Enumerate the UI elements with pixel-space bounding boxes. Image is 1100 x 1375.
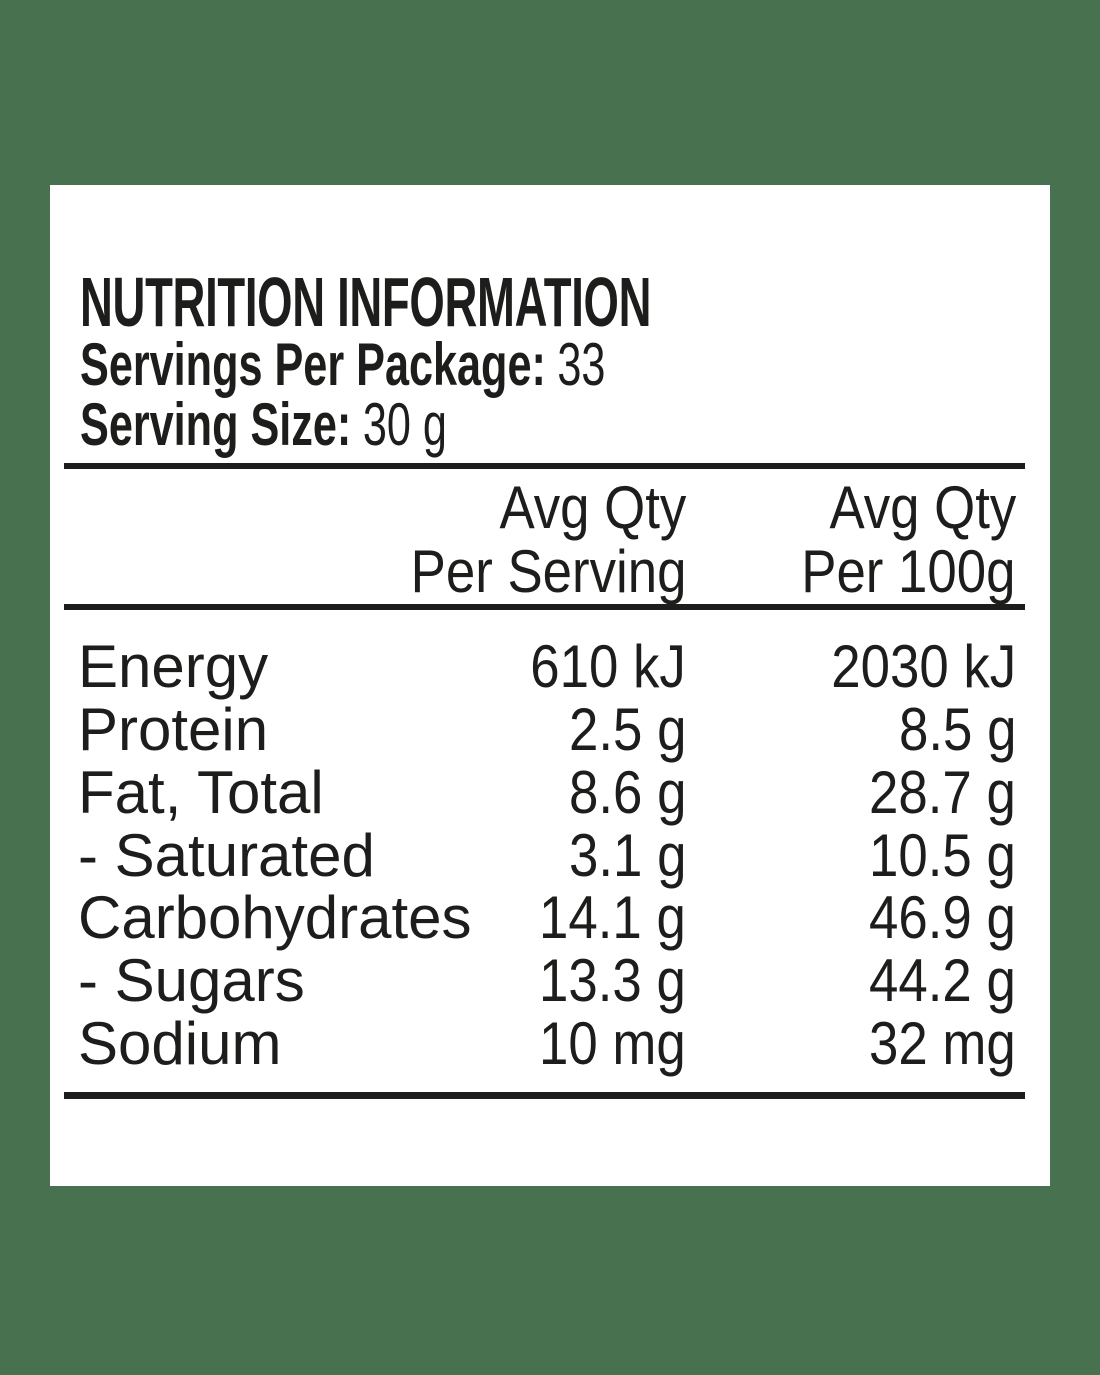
row-label: Carbohydrates [78, 884, 472, 951]
nutrition-panel: NUTRITION INFORMATION Servings Per Packa… [50, 185, 1050, 1186]
row-label: Energy [78, 633, 269, 700]
row-label: Sodium [78, 1010, 282, 1077]
col-header-per-serving-line2: Per Serving [410, 538, 686, 605]
row-per-serving-value: 3.1 g [568, 822, 686, 889]
row-label: Fat, Total [78, 759, 324, 826]
servings-per-package-label: Servings Per Package: [80, 331, 546, 398]
row-per-serving-value: 13.3 g [539, 947, 686, 1014]
panel-title: NUTRITION INFORMATION [80, 267, 959, 337]
row-per-serving-value: 14.1 g [539, 884, 686, 951]
row-per-100g-value: 10.5 g [869, 822, 1016, 889]
col-header-per-100g-line2: Per 100g [801, 538, 1016, 605]
serving-size-value: 30 g [362, 391, 447, 458]
col-header-per-100g-line1: Avg Qty [829, 474, 1016, 541]
serving-size-line: Serving Size: 30 g [80, 395, 590, 455]
row-label: Protein [78, 696, 269, 763]
row-per-100g-value: 28.7 g [869, 759, 1016, 826]
row-label: - Sugars [78, 947, 305, 1014]
row-per-100g-value: 2030 kJ [831, 633, 1016, 700]
col-header-per-serving-line1: Avg Qty [499, 474, 686, 541]
row-per-100g-value: 44.2 g [869, 947, 1016, 1014]
row-per-100g-value: 8.5 g [898, 696, 1016, 763]
row-per-100g-value: 46.9 g [869, 884, 1016, 951]
servings-per-package-line: Servings Per Package: 33 [80, 335, 810, 395]
divider-header [64, 604, 1025, 610]
row-per-serving-value: 8.6 g [568, 759, 686, 826]
divider-bottom [64, 1092, 1025, 1099]
row-per-serving-value: 10 mg [539, 1010, 686, 1077]
servings-per-package-value: 33 [557, 331, 606, 398]
panel-title-text: NUTRITION INFORMATION [80, 263, 652, 341]
divider-top [64, 463, 1025, 469]
row-label: - Saturated [78, 822, 375, 889]
row-per-serving-value: 2.5 g [568, 696, 686, 763]
row-per-serving-value: 610 kJ [530, 633, 686, 700]
serving-size-label: Serving Size: [80, 391, 352, 458]
row-per-100g-value: 32 mg [869, 1010, 1016, 1077]
